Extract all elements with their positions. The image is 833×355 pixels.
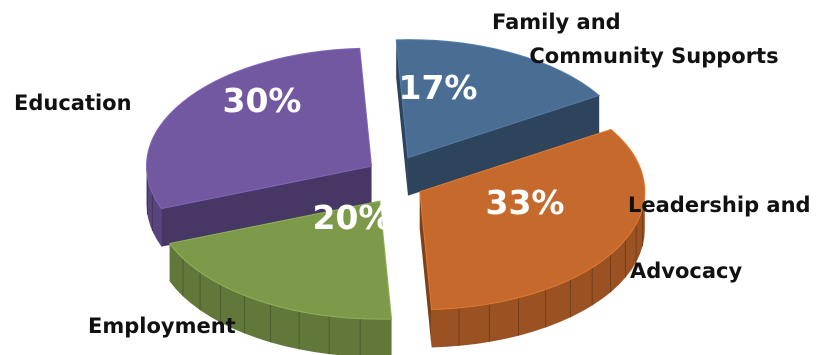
- category-label-employment: Employment: [88, 314, 236, 338]
- value-label-family: 17%: [399, 68, 478, 107]
- pie-slice-employment: [168, 200, 393, 355]
- pie-slice-family: [395, 39, 601, 196]
- category-label-education: Education: [14, 91, 132, 115]
- pie-labels: Family and Community Supports Leadership…: [14, 10, 818, 338]
- pie-slice-leadership: [419, 128, 646, 348]
- value-label-education: 30%: [223, 81, 302, 120]
- value-label-leadership: 33%: [486, 183, 565, 222]
- pie-slices: [146, 39, 646, 355]
- category-label-family: Family and Community Supports: [492, 10, 779, 68]
- value-label-employment: 20%: [313, 198, 392, 237]
- pie-slice-education: [146, 47, 373, 247]
- category-label-leadership: Leadership and Advocacy: [628, 193, 818, 283]
